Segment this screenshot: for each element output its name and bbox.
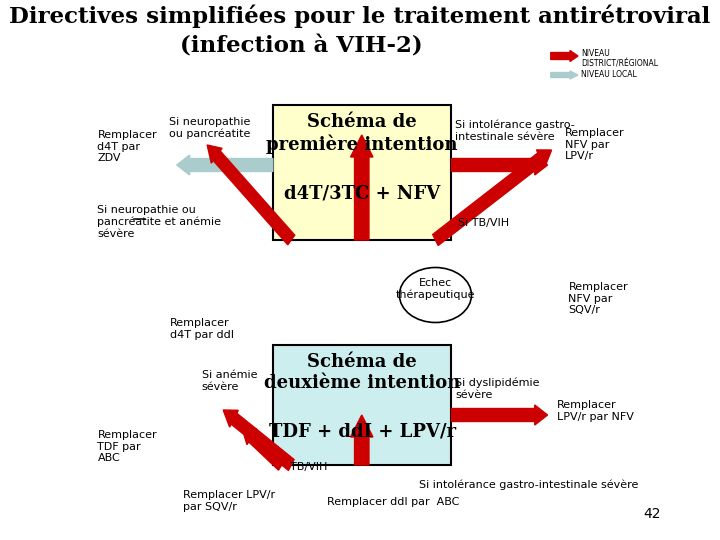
FancyArrow shape xyxy=(451,405,547,425)
Text: Remplacer LPV/r
par SQV/r: Remplacer LPV/r par SQV/r xyxy=(183,490,275,511)
Text: Si TB/VIH: Si TB/VIH xyxy=(458,218,509,228)
FancyArrow shape xyxy=(351,135,373,240)
Text: TB/VIH: TB/VIH xyxy=(289,462,327,472)
Text: Remplacer
NFV par
LPV/r: Remplacer NFV par LPV/r xyxy=(565,128,625,161)
FancyArrow shape xyxy=(242,427,285,470)
Text: Remplacer
NFV par
SQV/r: Remplacer NFV par SQV/r xyxy=(568,282,628,315)
FancyArrow shape xyxy=(223,410,294,470)
Text: Si neuropathie
ou pancréatite: Si neuropathie ou pancréatite xyxy=(168,117,250,139)
FancyArrow shape xyxy=(207,145,294,245)
Text: Remplacer
TDF par
ABC: Remplacer TDF par ABC xyxy=(97,430,157,463)
FancyArrow shape xyxy=(176,155,273,175)
Text: 42: 42 xyxy=(644,507,661,521)
Text: TDF + ddI + LPV/r: TDF + ddI + LPV/r xyxy=(269,423,456,441)
Text: Remplacer
d4T par
ZDV: Remplacer d4T par ZDV xyxy=(97,130,157,163)
Text: Directives simplifiées pour le traitement antirétroviral: Directives simplifiées pour le traitemen… xyxy=(9,5,710,29)
Text: Schéma de
première intention: Schéma de première intention xyxy=(266,113,458,153)
Text: Si dyslipidémie
sévère: Si dyslipidémie sévère xyxy=(456,378,540,400)
FancyArrow shape xyxy=(351,415,373,465)
Text: Remplacer
d4T par ddI: Remplacer d4T par ddI xyxy=(169,318,233,340)
Text: (infection à VIH-2): (infection à VIH-2) xyxy=(181,36,423,58)
Text: Remplacer ddI par  ABC: Remplacer ddI par ABC xyxy=(328,497,459,507)
FancyArrow shape xyxy=(433,150,552,246)
FancyBboxPatch shape xyxy=(273,105,451,240)
Text: NIVEAU
DISTRICT/RÉGIONAL: NIVEAU DISTRICT/RÉGIONAL xyxy=(581,49,658,69)
FancyArrow shape xyxy=(451,155,547,175)
Text: d4T/3TC + NFV: d4T/3TC + NFV xyxy=(284,185,441,203)
Text: Si intolérance gastro-
intestinale sévère: Si intolérance gastro- intestinale sévèr… xyxy=(456,120,575,142)
Text: Echec
thérapeutique: Echec thérapeutique xyxy=(396,278,475,300)
Text: Si intolérance gastro-intestinale sévère: Si intolérance gastro-intestinale sévère xyxy=(420,480,639,490)
FancyBboxPatch shape xyxy=(273,345,451,465)
Text: Schéma de
deuxième intention: Schéma de deuxième intention xyxy=(264,353,460,392)
Text: Si anémie
sévère: Si anémie sévère xyxy=(202,370,257,392)
Text: Si neuropathie ou
pancréatite et anémie
sévère: Si neuropathie ou pancréatite et anémie … xyxy=(97,205,222,239)
Text: NIVEAU LOCAL: NIVEAU LOCAL xyxy=(581,70,637,79)
FancyArrow shape xyxy=(551,51,578,62)
FancyArrow shape xyxy=(551,71,578,79)
Text: Remplacer
LPV/r par NFV: Remplacer LPV/r par NFV xyxy=(557,400,634,422)
